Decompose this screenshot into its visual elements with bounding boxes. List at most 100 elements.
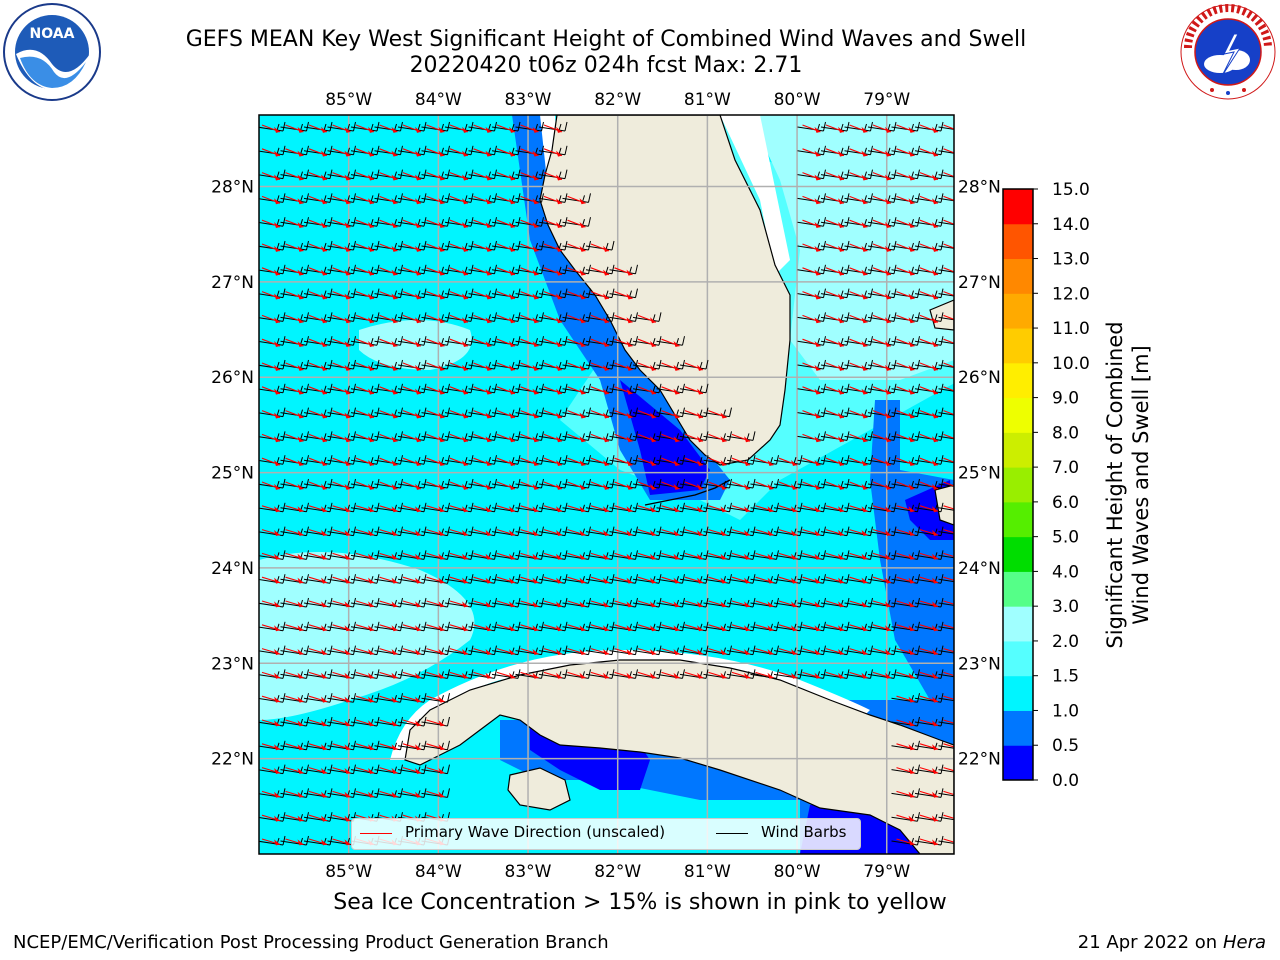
wave-arrow: [661, 505, 680, 513]
wind-barb: [515, 383, 544, 394]
wind-barb: [914, 455, 944, 465]
wave-arrow: [872, 267, 892, 276]
wind-barb: [421, 431, 450, 441]
wind-barb: [538, 455, 568, 465]
wind-barb: [515, 264, 544, 275]
wave-arrow: [919, 481, 939, 490]
wave-arrow: [637, 671, 657, 679]
wave-arrow: [426, 338, 445, 348]
wind-barb: [891, 288, 920, 299]
wind-barb: [374, 478, 403, 489]
wind-barb: [844, 359, 873, 370]
wind-barb: [844, 169, 873, 180]
wave-arrow: [755, 671, 774, 679]
wave-arrow: [731, 433, 751, 443]
wave-arrow: [285, 362, 304, 371]
wind-barb: [374, 288, 403, 299]
wave-arrow: [802, 362, 821, 371]
wave-arrow: [919, 433, 939, 443]
wave-arrow: [379, 529, 398, 536]
wave-arrow: [355, 529, 375, 536]
wave-arrow: [473, 314, 492, 324]
wind-barb: [444, 359, 474, 370]
wind-barb: [938, 745, 954, 749]
wind-barb: [844, 240, 873, 251]
wave-arrow: [308, 457, 328, 467]
wave-arrow: [614, 338, 633, 348]
wind-barb: [891, 240, 920, 251]
wind-barb: [891, 455, 920, 465]
wave-arrow: [825, 219, 845, 229]
wave-arrow: [332, 624, 351, 632]
wind-barb: [280, 478, 309, 489]
lon-label-bottom: 83°W: [505, 862, 552, 882]
wave-arrow: [543, 314, 563, 324]
wave-arrow: [637, 648, 657, 655]
wave-arrow: [520, 291, 539, 300]
wave-arrow: [285, 433, 304, 443]
wind-barb: [938, 721, 954, 725]
wave-arrow: [637, 624, 657, 632]
wave-arrow: [520, 172, 539, 181]
wave-arrow: [943, 814, 954, 819]
wave-arrow: [449, 576, 469, 584]
wind-barb: [421, 336, 450, 346]
lon-label-top: 85°W: [325, 90, 372, 110]
wave-arrow: [637, 338, 657, 348]
wave-arrow: [919, 219, 939, 229]
wave-arrow: [567, 671, 586, 679]
wind-barb: [585, 359, 615, 370]
wave-arrow: [261, 790, 281, 798]
wave-arrow: [332, 433, 351, 443]
wave-arrow: [755, 600, 774, 608]
wave-arrow: [449, 624, 469, 632]
wind-barb: [820, 264, 850, 275]
wind-barb: [820, 217, 850, 227]
wind-barb: [891, 145, 920, 156]
wave-arrow: [285, 314, 304, 324]
wave-arrow: [567, 314, 586, 324]
wave-arrow: [520, 267, 539, 276]
wind-barb: [468, 169, 497, 180]
wave-arrow: [261, 767, 281, 774]
wave-arrow: [708, 481, 727, 490]
wave-arrow: [919, 243, 939, 252]
wind-barb: [938, 507, 954, 511]
wind-barb: [350, 431, 380, 441]
wave-arrow: [825, 648, 845, 655]
wave-arrow: [872, 505, 892, 513]
wind-barb: [397, 312, 427, 322]
wave-arrow: [661, 529, 680, 536]
colorbar-segment: [1003, 501, 1033, 538]
wind-barb: [421, 217, 450, 227]
wave-arrow: [802, 314, 821, 324]
wave-arrow: [426, 195, 445, 205]
wind-barb: [280, 288, 309, 299]
wave-arrow: [825, 338, 845, 348]
wind-barb: [327, 336, 356, 346]
wind-barb: [632, 383, 662, 394]
wave-arrow: [825, 243, 845, 252]
wave-arrow: [896, 172, 915, 181]
wind-barb: [515, 407, 544, 418]
wind-barb: [656, 455, 685, 465]
wave-arrow: [473, 481, 492, 490]
wave-arrow: [661, 386, 680, 395]
nodata-halo: [390, 115, 870, 760]
wind-barb: [491, 264, 521, 275]
wave-arrow: [825, 576, 845, 584]
wave-arrow: [332, 814, 351, 822]
wave-arrow: [402, 267, 422, 276]
wind-barb: [820, 383, 850, 394]
wave-arrow: [802, 410, 821, 419]
wind-barb: [421, 240, 450, 251]
wind-barb: [938, 792, 954, 797]
wave-arrow: [896, 600, 915, 608]
wind-barb: [303, 478, 333, 489]
wave-arrow: [355, 600, 375, 608]
wave-arrow: [896, 624, 915, 632]
wave-arrow: [614, 481, 633, 490]
wave-arrow: [825, 172, 845, 181]
wind-barb: [491, 240, 521, 251]
wave-arrow: [896, 505, 915, 513]
